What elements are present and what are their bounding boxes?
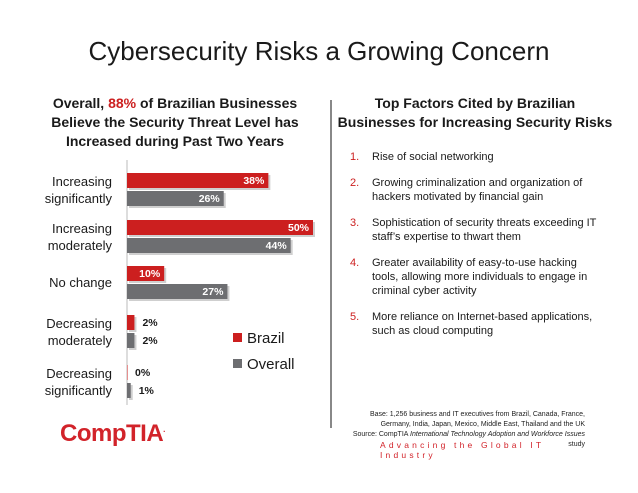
- factor-number: 1.: [350, 151, 360, 163]
- overall-bar: [127, 333, 135, 348]
- bar-value-label: 44%: [266, 240, 288, 252]
- chart-subtitle: Overall, 88% of Brazilian Businesses Bel…: [40, 94, 310, 151]
- subtitle-post: of Brazilian Businesses Believe the Secu…: [51, 95, 299, 149]
- factor-item: 5. More reliance on Internet-based applic…: [340, 310, 600, 338]
- category-label: Increasing significantly: [45, 174, 113, 206]
- base-line-2: Germany, India, Japan, Mexico, Middle Ea…: [380, 421, 585, 428]
- bar-value-label: 0%: [135, 367, 151, 379]
- category-label-line: moderately: [48, 333, 113, 348]
- bar-value-label: 1%: [139, 385, 155, 397]
- bar-value-label: 2%: [142, 335, 158, 347]
- factors-list: 1. Rise of social networking 2. Growing cr…: [340, 150, 600, 350]
- category-label: Decreasing moderately: [46, 316, 112, 348]
- bar-shadow: [129, 385, 133, 400]
- legend-overall-swatch: [233, 359, 242, 368]
- category-label-line: moderately: [48, 238, 113, 253]
- tagline: Advancing the Global IT Industry: [380, 440, 545, 460]
- factor-text: Growing criminalization and organization…: [372, 177, 583, 203]
- bar-value-label: 26%: [199, 193, 221, 205]
- overall-bar: [127, 191, 224, 206]
- factor-number: 4.: [350, 257, 360, 269]
- factor-text: More reliance on Internet-based applicat…: [372, 311, 593, 337]
- page-title: Cybersecurity Risks a Growing Concern: [88, 36, 550, 66]
- logo-mark: .: [163, 425, 165, 434]
- logo-text: CompTIA: [60, 420, 164, 447]
- brazil-bar: [127, 220, 313, 235]
- category-label-line: significantly: [45, 383, 113, 398]
- bar-value-label: 2%: [142, 317, 158, 329]
- factor-text: Sophistication of security threats excee…: [372, 217, 597, 243]
- bar-value-label: 50%: [288, 222, 310, 234]
- category-label: Decreasing significantly: [45, 366, 113, 398]
- source-italic: International Technology Adoption and Wo…: [410, 431, 585, 438]
- factor-item: 1. Rise of social networking: [340, 150, 600, 164]
- subtitle-highlight: 88%: [108, 95, 137, 111]
- category-label: No change: [49, 275, 112, 290]
- category-label-line: No change: [49, 275, 112, 290]
- factor-number: 2.: [350, 177, 360, 189]
- brazil-bar: [127, 266, 165, 281]
- category-label-line: Decreasing: [46, 316, 112, 331]
- bar-chart: Increasing significantly 38% 26% Increasing m…: [45, 160, 315, 405]
- category-label: Increasing moderately: [48, 221, 113, 253]
- overall-bar: [127, 284, 228, 299]
- bar-value-label: 27%: [202, 286, 224, 298]
- category-label-line: Decreasing: [46, 366, 112, 381]
- legend-brazil-swatch: [233, 333, 242, 342]
- source-note: Base: 1,256 business and IT executives f…: [335, 410, 585, 450]
- comptia-logo: CompTIA.: [60, 420, 165, 448]
- factors-subtitle: Top Factors Cited by Brazilian Businesse…: [337, 95, 613, 130]
- factor-text: Greater availability of easy-to-use hack…: [372, 257, 588, 297]
- source-post: study: [568, 441, 585, 448]
- factor-item: 2. Growing criminalization and organizati…: [340, 176, 600, 204]
- brazil-bar: [127, 173, 269, 188]
- subtitle-pre: Overall,: [52, 95, 109, 111]
- factor-number: 5.: [350, 311, 360, 323]
- overall-bar: [127, 238, 291, 253]
- brazil-bar: [127, 365, 128, 380]
- category-label-line: Increasing: [52, 221, 112, 236]
- bar-value-label: 38%: [243, 175, 265, 187]
- overall-bar: [127, 383, 131, 398]
- factor-number: 3.: [350, 217, 360, 229]
- legend-label: Overall: [247, 356, 295, 373]
- factor-text: Rise of social networking: [372, 151, 494, 163]
- brazil-bar: [127, 315, 135, 330]
- category-label-line: Increasing: [52, 174, 112, 189]
- source-pre: Source: CompTIA: [352, 431, 411, 438]
- column-divider: [330, 100, 332, 428]
- base-line-1: Base: 1,256 business and IT executives f…: [369, 411, 585, 418]
- legend-label: Brazil: [247, 330, 285, 347]
- factor-item: 4. Greater availability of easy-to-use ha…: [340, 256, 600, 298]
- factor-item: 3. Sophistication of security threats exc…: [340, 216, 600, 244]
- source-line: Source: CompTIA International Technology…: [335, 430, 585, 450]
- category-label-line: significantly: [45, 191, 113, 206]
- bar-value-label: 10%: [139, 268, 161, 280]
